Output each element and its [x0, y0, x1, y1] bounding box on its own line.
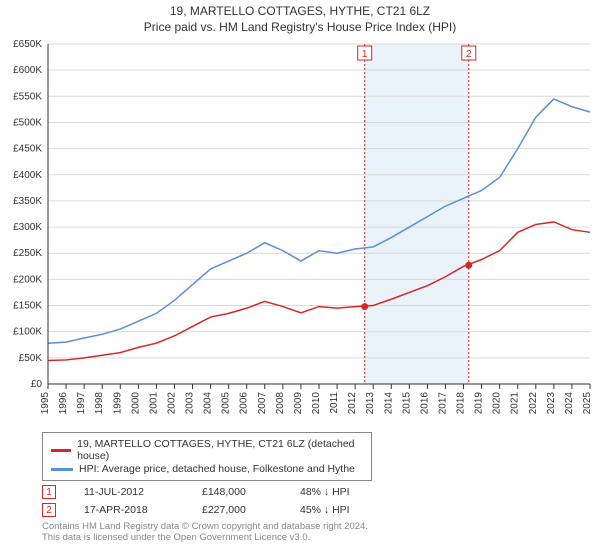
title-subtitle: Price paid vs. HM Land Registry's House …	[0, 20, 600, 34]
svg-text:£100K: £100K	[13, 327, 42, 338]
legend-label: HPI: Average price, detached house, Folk…	[79, 463, 355, 475]
sale-note: 48% ↓ HPI	[300, 486, 350, 498]
svg-text:£250K: £250K	[13, 248, 42, 259]
legend-label: 19, MARTELLO COTTAGES, HYTHE, CT21 6LZ (…	[77, 438, 363, 462]
sale-marker-badge: 1	[42, 485, 56, 499]
svg-text:1997: 1997	[76, 392, 87, 415]
svg-text:2004: 2004	[203, 392, 214, 415]
sale-row: 1 11-JUL-2012 £148,000 48% ↓ HPI	[42, 485, 590, 499]
svg-text:2010: 2010	[311, 392, 322, 415]
svg-text:2015: 2015	[401, 392, 412, 415]
svg-text:1998: 1998	[94, 392, 105, 415]
svg-text:2024: 2024	[564, 392, 575, 415]
legend-swatch	[51, 468, 73, 471]
svg-text:2: 2	[466, 49, 472, 60]
svg-text:1995: 1995	[40, 392, 51, 415]
svg-text:2018: 2018	[456, 392, 467, 415]
sale-marker-badge: 2	[42, 503, 56, 517]
svg-text:2008: 2008	[275, 392, 286, 415]
sale-rows: 1 11-JUL-2012 £148,000 48% ↓ HPI 2 17-APR-201…	[42, 485, 590, 517]
sale-price: £148,000	[202, 486, 272, 498]
svg-text:£400K: £400K	[13, 170, 42, 181]
svg-text:£450K: £450K	[13, 144, 42, 155]
svg-text:£50K: £50K	[19, 353, 43, 364]
svg-text:£600K: £600K	[13, 65, 42, 76]
svg-text:2000: 2000	[130, 392, 141, 415]
svg-text:£0: £0	[31, 379, 43, 390]
sale-date: 11-JUL-2012	[84, 486, 174, 498]
svg-text:£500K: £500K	[13, 117, 42, 128]
svg-text:2009: 2009	[293, 392, 304, 415]
svg-text:2013: 2013	[365, 392, 376, 415]
svg-text:£350K: £350K	[13, 196, 42, 207]
svg-text:2002: 2002	[166, 392, 177, 415]
legend: 19, MARTELLO COTTAGES, HYTHE, CT21 6LZ (…	[42, 432, 372, 481]
svg-text:£650K: £650K	[13, 39, 42, 50]
sale-price: £227,000	[202, 504, 272, 516]
svg-text:1996: 1996	[58, 392, 69, 415]
svg-text:2022: 2022	[528, 392, 539, 415]
sale-note: 45% ↓ HPI	[300, 504, 350, 516]
svg-text:2011: 2011	[329, 392, 340, 414]
sale-date: 17-APR-2018	[84, 504, 174, 516]
svg-text:£200K: £200K	[13, 274, 42, 285]
svg-text:2007: 2007	[257, 392, 268, 415]
svg-text:1999: 1999	[112, 392, 123, 415]
svg-text:2001: 2001	[148, 392, 159, 415]
legend-swatch	[51, 449, 71, 452]
svg-text:2014: 2014	[383, 392, 394, 415]
svg-text:2003: 2003	[185, 392, 196, 415]
sale-row: 2 17-APR-2018 £227,000 45% ↓ HPI	[42, 503, 590, 517]
footer-line-2: This data is licensed under the Open Gov…	[42, 532, 590, 543]
svg-text:2012: 2012	[347, 392, 358, 415]
svg-text:2016: 2016	[419, 392, 430, 415]
legend-item: 19, MARTELLO COTTAGES, HYTHE, CT21 6LZ (…	[51, 438, 363, 462]
footer-line-1: Contains HM Land Registry data © Crown c…	[42, 521, 590, 532]
svg-text:2005: 2005	[221, 392, 232, 415]
svg-text:1: 1	[362, 49, 368, 60]
svg-text:2017: 2017	[437, 392, 448, 415]
svg-text:2019: 2019	[474, 392, 485, 415]
price-chart: £0 £50K £100K £150K £200K £250K £300K £350K £400…	[0, 36, 600, 426]
svg-text:£550K: £550K	[13, 91, 42, 102]
svg-text:2006: 2006	[239, 392, 250, 415]
svg-text:£150K: £150K	[13, 301, 42, 312]
svg-text:2025: 2025	[582, 392, 593, 415]
svg-text:2023: 2023	[546, 392, 557, 415]
svg-text:2020: 2020	[492, 392, 503, 415]
chart-container: £0 £50K £100K £150K £200K £250K £300K £350K £400…	[0, 36, 600, 426]
legend-item: HPI: Average price, detached house, Folk…	[51, 463, 363, 475]
svg-text:2021: 2021	[510, 392, 521, 415]
svg-text:£300K: £300K	[13, 222, 42, 233]
chart-header: 19, MARTELLO COTTAGES, HYTHE, CT21 6LZ P…	[0, 0, 600, 36]
footer: Contains HM Land Registry data © Crown c…	[42, 521, 590, 543]
title-address: 19, MARTELLO COTTAGES, HYTHE, CT21 6LZ	[0, 4, 600, 18]
